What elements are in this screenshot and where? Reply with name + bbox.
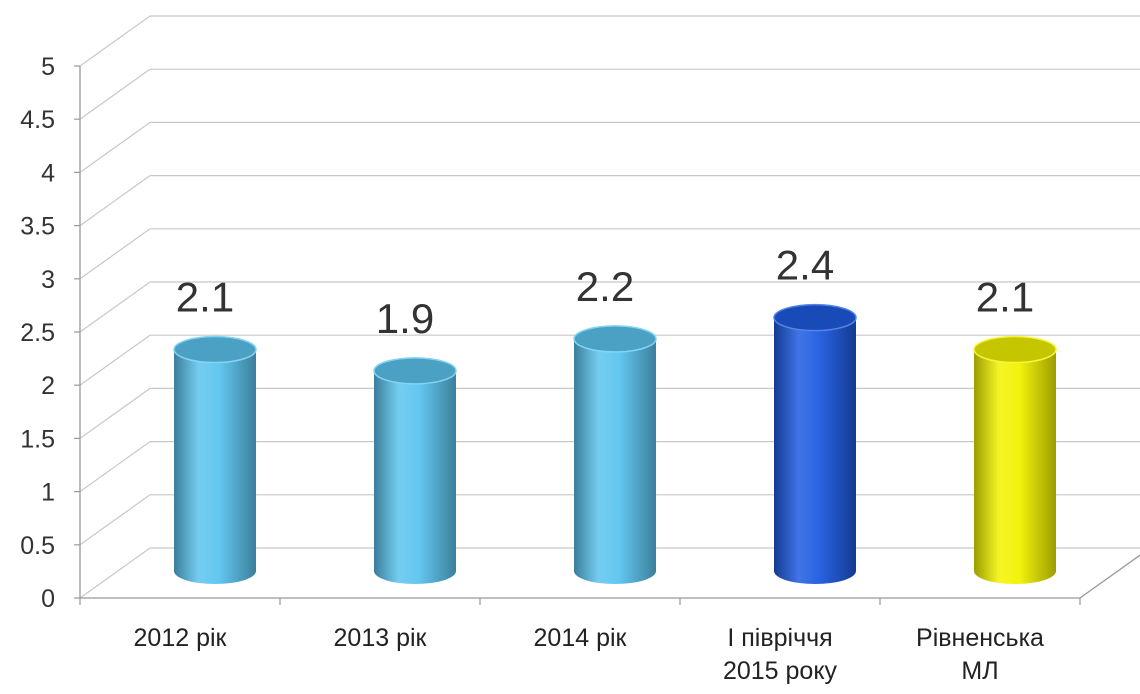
x-tick-label: 2013 рік xyxy=(334,624,428,652)
bar-top xyxy=(373,357,457,385)
data-label: 1.9 xyxy=(376,295,434,342)
bars xyxy=(173,303,1057,584)
axes: 0 0.5 1 1.5 2 2.5 3 3.5 4 4.5 5 2012 рік 2013 рік 201… xyxy=(20,53,1140,685)
bar-4 xyxy=(773,303,857,584)
gridline-depth xyxy=(79,494,151,546)
bar-top xyxy=(573,325,657,353)
x-tick-label: І півріччя 2015 року xyxy=(723,624,838,685)
data-label: 2.4 xyxy=(776,242,834,289)
x-tick-label: 2012 рік xyxy=(134,624,228,652)
y-tick-label: 4.5 xyxy=(20,106,55,134)
bar-3 xyxy=(573,325,657,584)
x-tick-label: 2014 рік xyxy=(534,624,628,652)
bar-body xyxy=(574,338,656,584)
gridline-depth xyxy=(79,281,151,333)
y-tick-label: 1 xyxy=(41,479,55,507)
bar-body xyxy=(174,349,256,584)
x-tick-label: Рівненська МЛ xyxy=(916,624,1044,685)
y-tick-label: 1.5 xyxy=(20,425,55,453)
bar-5 xyxy=(973,335,1057,584)
data-labels: 2.1 1.9 2.2 2.4 2.1 xyxy=(176,242,1034,342)
gridline-depth xyxy=(79,15,151,67)
gridline-depth xyxy=(79,547,151,599)
gridline-depth xyxy=(79,121,151,173)
y-tick-label: 2 xyxy=(41,372,55,400)
bar-top xyxy=(173,335,257,364)
data-label: 2.2 xyxy=(576,263,634,310)
bar-body xyxy=(774,317,856,584)
data-label: 2.1 xyxy=(176,274,234,321)
y-tick-label: 2.5 xyxy=(20,319,55,347)
gridline-depth xyxy=(79,175,151,227)
bar-2 xyxy=(373,357,457,584)
bar-top xyxy=(773,303,857,332)
data-label: 2.1 xyxy=(976,274,1034,321)
gridline-depth xyxy=(79,387,151,439)
gridline-depth xyxy=(79,441,151,493)
gridline-depth xyxy=(79,68,151,120)
y-tick-label: 5 xyxy=(41,53,55,81)
bar-body xyxy=(974,349,1056,584)
y-tick-label: 0.5 xyxy=(20,532,55,560)
y-tick-label: 3 xyxy=(41,266,55,294)
y-tick-label: 0 xyxy=(41,585,55,613)
bar-body xyxy=(374,370,456,584)
y-tick-label: 4 xyxy=(41,159,55,187)
gridline-depth xyxy=(79,334,151,386)
bar-top xyxy=(973,335,1057,364)
y-tick-label: 3.5 xyxy=(20,213,55,241)
floor-edge xyxy=(1079,554,1140,599)
gridline-depth xyxy=(79,228,151,280)
bar-1 xyxy=(173,335,257,584)
